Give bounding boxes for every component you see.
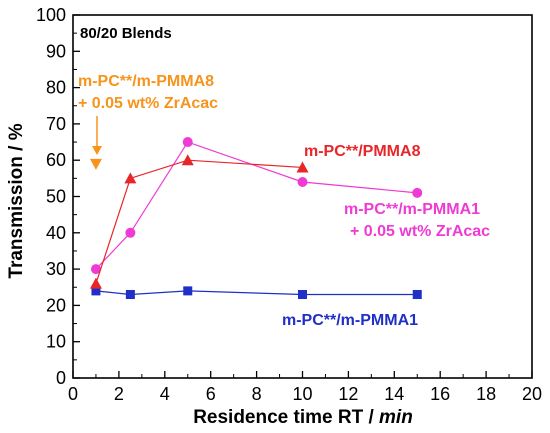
y-tick-label: 100 [36, 5, 66, 25]
data-point [183, 286, 193, 296]
y-axis-ticks: 0 10 20 30 40 50 60 70 80 90 100 [36, 5, 80, 388]
annotation-blue: m-PC**/m-PMMA1 [282, 312, 418, 329]
data-point [412, 187, 423, 198]
x-tick-label: 14 [384, 384, 404, 404]
data-point [124, 172, 137, 184]
x-tick-label: 20 [522, 384, 542, 404]
annotation-magenta-line2: + 0.05 wt% ZrAcac [350, 223, 490, 240]
data-point [182, 137, 193, 148]
y-tick-label: 50 [46, 187, 66, 207]
data-point [297, 176, 308, 187]
data-point [125, 290, 135, 300]
annotation-magenta-line1: m-PC**/m-PMMA1 [344, 201, 480, 218]
series-2 [91, 286, 422, 300]
x-tick-label: 16 [430, 384, 450, 404]
x-tick-label: 2 [114, 384, 124, 404]
data-point [89, 158, 102, 170]
series-3 [89, 158, 102, 170]
x-axis-title: Residence time RT / min [193, 407, 413, 428]
series-0 [89, 154, 309, 289]
y-axis-title: Transmission / % [6, 123, 27, 278]
annotation-orange-line2: + 0.05 wt% ZrAcac [78, 95, 218, 112]
series-line [95, 159, 303, 284]
y-tick-label: 0 [56, 368, 66, 388]
y-tick-label: 70 [46, 114, 66, 134]
data-point [89, 277, 102, 289]
data-point [181, 154, 194, 166]
x-tick-label: 0 [68, 384, 78, 404]
annotation-red: m-PC**/PMMA8 [304, 143, 421, 160]
x-axis-ticks: 0 2 4 6 8 10 12 14 16 18 20 [68, 371, 542, 404]
data-point [298, 290, 307, 300]
y-tick-label: 40 [46, 223, 66, 243]
x-axis-title-main: Residence time RT / [193, 407, 379, 428]
x-axis-title-unit: min [379, 407, 413, 428]
data-point [125, 227, 136, 238]
y-tick-label: 30 [46, 259, 66, 279]
x-tick-label: 18 [476, 384, 496, 404]
series-1 [90, 137, 423, 275]
data-point [412, 290, 422, 300]
chart-title: 80/20 Blends [80, 25, 172, 42]
series-layer [89, 137, 423, 300]
y-tick-label: 20 [46, 295, 66, 315]
y-tick-label: 80 [46, 78, 66, 98]
x-tick-label: 8 [252, 384, 262, 404]
data-point [90, 264, 101, 275]
x-tick-label: 12 [338, 384, 358, 404]
data-point [91, 286, 101, 296]
data-point [296, 161, 309, 173]
y-tick-label: 60 [46, 150, 66, 170]
y-tick-label: 90 [46, 41, 66, 61]
x-tick-label: 6 [206, 384, 216, 404]
y-tick-label: 10 [46, 332, 66, 352]
x-tick-label: 4 [160, 384, 170, 404]
annotation-orange-line1: m-PC**/m-PMMA8 [78, 73, 214, 90]
series-line [95, 290, 418, 296]
x-tick-label: 10 [292, 384, 312, 404]
annotation-orange-arrowhead [92, 146, 102, 155]
